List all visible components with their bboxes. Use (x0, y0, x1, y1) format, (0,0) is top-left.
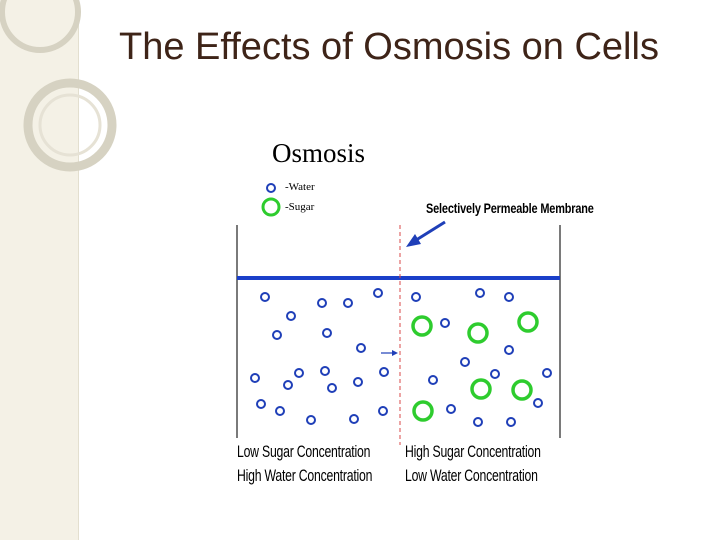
left-concentration-line2: High Water Concentration (237, 466, 373, 485)
sugar-molecules (411, 311, 539, 422)
membrane-pointer-arrow (412, 220, 446, 244)
legend-sugar-label: -Sugar (285, 201, 315, 213)
decorative-circles (0, 0, 117, 172)
membrane-label: Selectively Permeable Membrane (426, 200, 594, 216)
slide-title: The Effects of Osmosis on Cells (119, 26, 659, 68)
sugar-molecule-icon (261, 197, 281, 217)
diagram-graphic (236, 183, 561, 445)
membrane-pointer-arrowhead (406, 234, 421, 247)
right-concentration-line2: Low Water Concentration (405, 466, 538, 485)
left-concentration-line1: Low Sugar Concentration (237, 442, 371, 461)
osmosis-diagram: Osmosis (200, 130, 620, 500)
flow-arrowhead (392, 350, 398, 356)
water-molecule-icon (266, 183, 276, 193)
legend-water-label: -Water (285, 181, 315, 193)
right-concentration-line1: High Sugar Concentration (405, 442, 541, 461)
water-molecules (250, 288, 552, 427)
diagram-title: Osmosis (272, 138, 366, 168)
